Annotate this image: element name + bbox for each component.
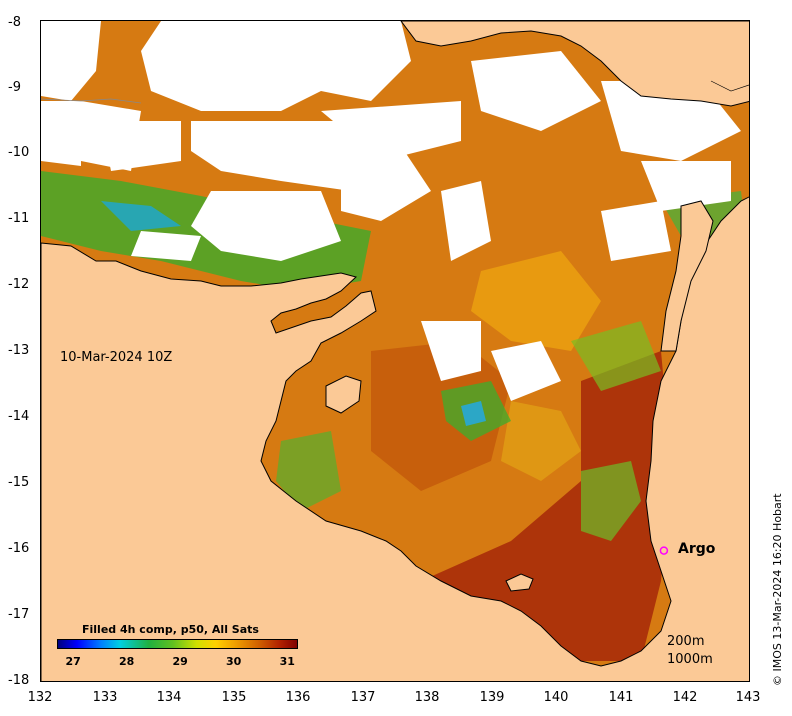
legend-tick: 29 — [172, 655, 188, 668]
mornington-island — [505, 573, 534, 592]
australia-mainland — [41, 196, 749, 681]
y-tick-label: -18 — [8, 673, 30, 688]
x-tick-label: 132 — [27, 690, 53, 705]
x-tick-label: 143 — [735, 690, 761, 705]
argo-marker[interactable] — [659, 546, 669, 555]
legend-tick: 27 — [65, 655, 81, 668]
credit-text: © IMOS 13-Mar-2024 16:20 Hobart — [771, 493, 784, 686]
y-tick-label: -17 — [8, 607, 30, 622]
y-tick-label: -16 — [8, 541, 30, 556]
legend-tick: 31 — [279, 655, 295, 668]
legend-tick: 28 — [118, 655, 135, 668]
x-tick-label: 134 — [156, 690, 182, 705]
y-tick-label: -8 — [8, 15, 21, 30]
y-tick-label: -10 — [8, 145, 30, 160]
y-tick-label: -14 — [8, 409, 30, 424]
x-tick-label: 141 — [608, 690, 634, 705]
y-tick-label: -15 — [8, 475, 30, 490]
argo-label[interactable]: Argo — [678, 541, 716, 557]
isobath-line — [710, 80, 749, 92]
x-tick-label: 140 — [543, 690, 569, 705]
y-tick-label: -11 — [8, 211, 30, 226]
isobath-1000-label: 1000m — [667, 652, 713, 667]
x-tick-label: 136 — [285, 690, 311, 705]
new-guinea — [400, 21, 749, 107]
colorbar — [57, 639, 298, 649]
cape-york — [660, 200, 714, 352]
isobath-200-label: 200m — [667, 634, 705, 649]
map-canvas — [41, 21, 749, 681]
sst-map — [40, 20, 750, 682]
legend-title: Filled 4h comp, p50, All Sats — [82, 623, 259, 636]
x-tick-label: 138 — [414, 690, 440, 705]
y-tick-label: -13 — [8, 343, 30, 358]
x-tick-label: 135 — [221, 690, 247, 705]
x-tick-label: 137 — [350, 690, 376, 705]
cloud-mask — [41, 21, 741, 401]
x-tick-label: 142 — [672, 690, 698, 705]
x-tick-label: 139 — [479, 690, 505, 705]
x-tick-label: 133 — [92, 690, 118, 705]
legend-tick: 30 — [226, 655, 242, 668]
y-tick-label: -9 — [8, 80, 21, 95]
date-label: 10-Mar-2024 10Z — [60, 350, 173, 365]
isobath-line — [41, 98, 142, 104]
groote-eylandt — [325, 375, 362, 414]
y-tick-label: -12 — [8, 277, 30, 292]
land — [41, 21, 749, 681]
